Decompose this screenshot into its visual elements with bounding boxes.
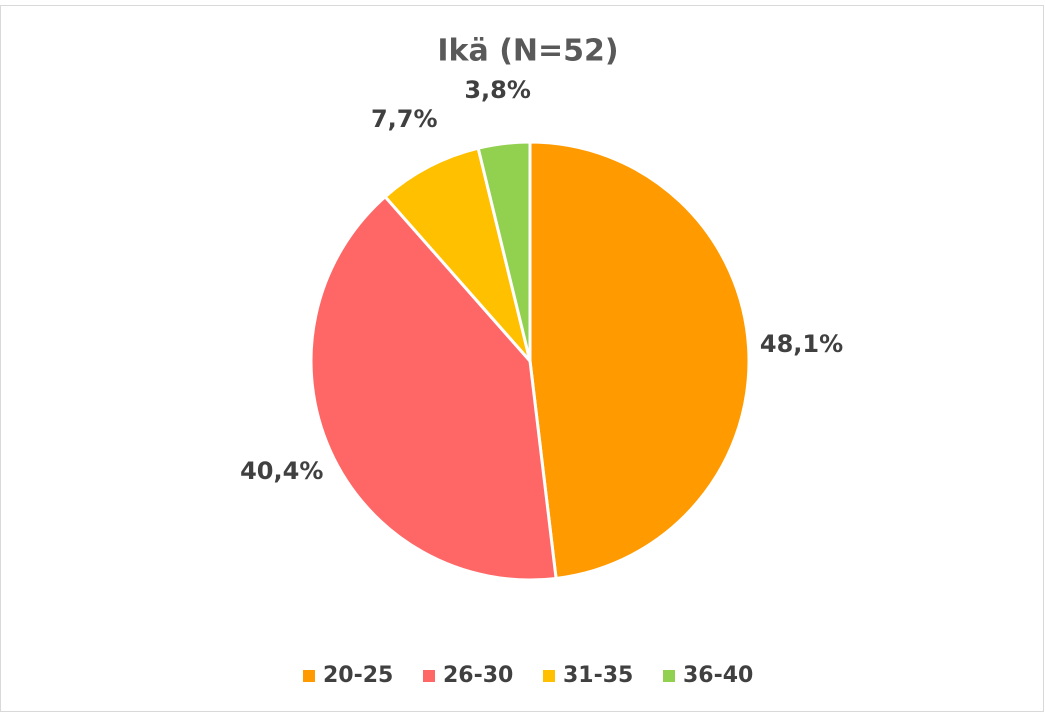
legend-swatch xyxy=(303,670,315,682)
legend-label: 26-30 xyxy=(443,663,513,688)
legend-swatch xyxy=(543,670,555,682)
legend-swatch xyxy=(663,670,675,682)
pie-slice xyxy=(383,146,532,362)
pie-slice xyxy=(528,140,751,581)
pie-slice xyxy=(309,194,558,582)
legend-label: 31-35 xyxy=(563,663,633,688)
data-label: 3,8% xyxy=(464,76,531,104)
legend-label: 20-25 xyxy=(323,663,393,688)
legend-swatch xyxy=(423,670,435,682)
pie-slice xyxy=(476,140,532,362)
data-label: 48,1% xyxy=(760,330,843,358)
chart-title: Ikä (N=52) xyxy=(437,34,618,69)
data-label: 7,7% xyxy=(371,105,438,133)
data-label: 40,4% xyxy=(240,457,323,485)
legend-label: 36-40 xyxy=(683,663,753,688)
